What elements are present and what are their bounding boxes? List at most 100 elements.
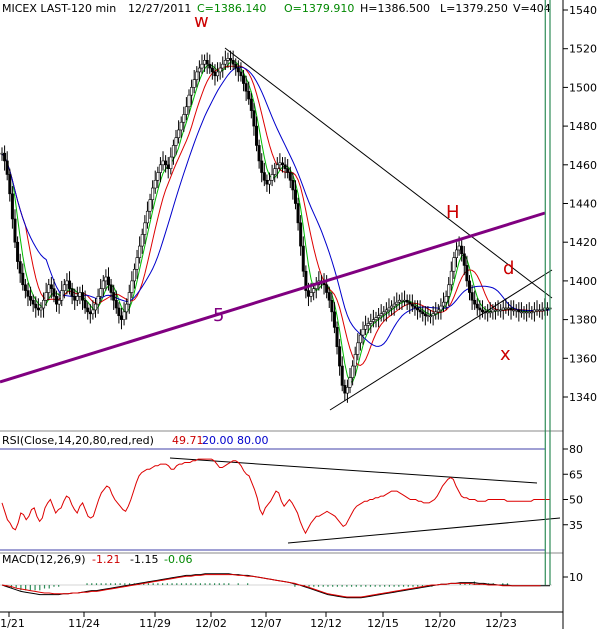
candle-body xyxy=(299,222,303,247)
rsi-tick-label: 65 xyxy=(569,468,583,481)
candle-body xyxy=(403,299,407,302)
candle-body xyxy=(182,114,186,123)
candle-body xyxy=(480,309,484,313)
candle-body xyxy=(164,160,168,166)
candle-body xyxy=(280,162,284,166)
x-tick-label: 12/23 xyxy=(485,617,517,629)
candle-body xyxy=(55,296,59,305)
rsi-tick-label: 35 xyxy=(569,519,583,532)
candle-body xyxy=(197,67,201,73)
candle-body xyxy=(522,311,526,314)
candle-body xyxy=(286,168,290,173)
candle-body xyxy=(418,309,422,313)
candle-body xyxy=(460,245,464,255)
candle-body xyxy=(465,265,469,282)
candle-body xyxy=(226,58,230,61)
candle-body xyxy=(348,377,352,388)
candle-body xyxy=(400,299,404,302)
moving-average-mid xyxy=(1,65,551,367)
x-tick-label: 11/29 xyxy=(139,617,171,629)
candle-body xyxy=(462,253,466,266)
candle-body xyxy=(423,313,427,317)
moving-average-slow xyxy=(1,66,550,347)
price-tick-label: 1380 xyxy=(569,314,597,327)
candle-body xyxy=(177,129,181,139)
candle-body xyxy=(455,249,459,258)
price-axis: 1340 1360 1380 1400 1420 1440 1460 1480 1500 1520… xyxy=(563,4,597,404)
candle-body xyxy=(382,311,386,315)
moving-average-fast xyxy=(1,60,551,383)
candle-body xyxy=(81,292,85,301)
candle-body xyxy=(358,334,362,344)
annotation-d: d xyxy=(503,258,514,279)
candle-body xyxy=(117,307,121,317)
candle-body xyxy=(504,307,508,310)
rsi-value: 49.71 xyxy=(172,434,204,447)
x-tick-label: 11/24 xyxy=(68,617,100,629)
candle-body xyxy=(148,199,152,212)
candle-body xyxy=(519,311,523,314)
candle-body xyxy=(106,276,110,286)
candle-body xyxy=(312,288,316,293)
candle-body xyxy=(387,307,391,311)
candle-body xyxy=(112,292,116,301)
candle-body xyxy=(514,309,518,312)
candle-body xyxy=(169,156,173,169)
candle-body xyxy=(512,309,516,312)
candle-body xyxy=(140,234,144,247)
candle-body xyxy=(434,311,438,315)
candle-body xyxy=(44,292,48,301)
moving-averages xyxy=(1,60,551,383)
macd-line-1 xyxy=(1,573,550,599)
candle-body xyxy=(491,309,495,313)
candle-body xyxy=(132,268,136,282)
candle-body xyxy=(16,241,20,262)
candle-body xyxy=(174,137,178,146)
candle-body xyxy=(309,292,313,297)
candle-body xyxy=(153,179,157,189)
candle-body xyxy=(125,303,129,313)
macd-label: MACD(12,26,9) xyxy=(2,553,86,566)
candle-body xyxy=(34,303,38,309)
candle-body xyxy=(527,311,531,314)
trendline-upper xyxy=(224,47,553,299)
candle-body xyxy=(429,315,433,318)
candle-body xyxy=(161,160,165,166)
candle-body xyxy=(296,203,300,224)
candle-body xyxy=(210,67,214,73)
candle-body xyxy=(532,309,536,313)
candle-body xyxy=(192,79,196,88)
candle-body xyxy=(361,328,365,336)
candle-body xyxy=(353,354,357,367)
candle-body xyxy=(470,292,474,301)
candle-body xyxy=(88,311,92,315)
candle-body xyxy=(75,296,79,301)
candle-body xyxy=(444,296,448,303)
candle-body xyxy=(343,385,347,394)
candle-body xyxy=(60,290,64,301)
candle-body xyxy=(57,299,61,305)
macd-series xyxy=(1,0,551,599)
symbol-label: MICEX LAST-120 min xyxy=(2,2,116,15)
candle-body xyxy=(525,311,529,314)
candle-body xyxy=(68,280,72,289)
candle-body xyxy=(151,187,155,200)
candle-body xyxy=(345,387,349,394)
candle-body xyxy=(78,292,82,297)
candle-body xyxy=(540,309,544,312)
volume-label: V=404 xyxy=(513,2,551,15)
x-tick-label: 12/15 xyxy=(367,617,399,629)
candle-body xyxy=(231,60,235,65)
close-label: C=1386.140 xyxy=(197,2,266,15)
candle-body xyxy=(242,75,246,84)
candle-body xyxy=(270,174,274,181)
candle-body xyxy=(392,303,396,307)
candle-body xyxy=(457,245,461,251)
price-tick-label: 1540 xyxy=(569,4,597,17)
candle-body xyxy=(325,284,329,293)
candle-body xyxy=(410,303,414,307)
candle-body xyxy=(200,63,204,69)
candle-body xyxy=(184,106,188,115)
candle-body xyxy=(499,309,503,312)
